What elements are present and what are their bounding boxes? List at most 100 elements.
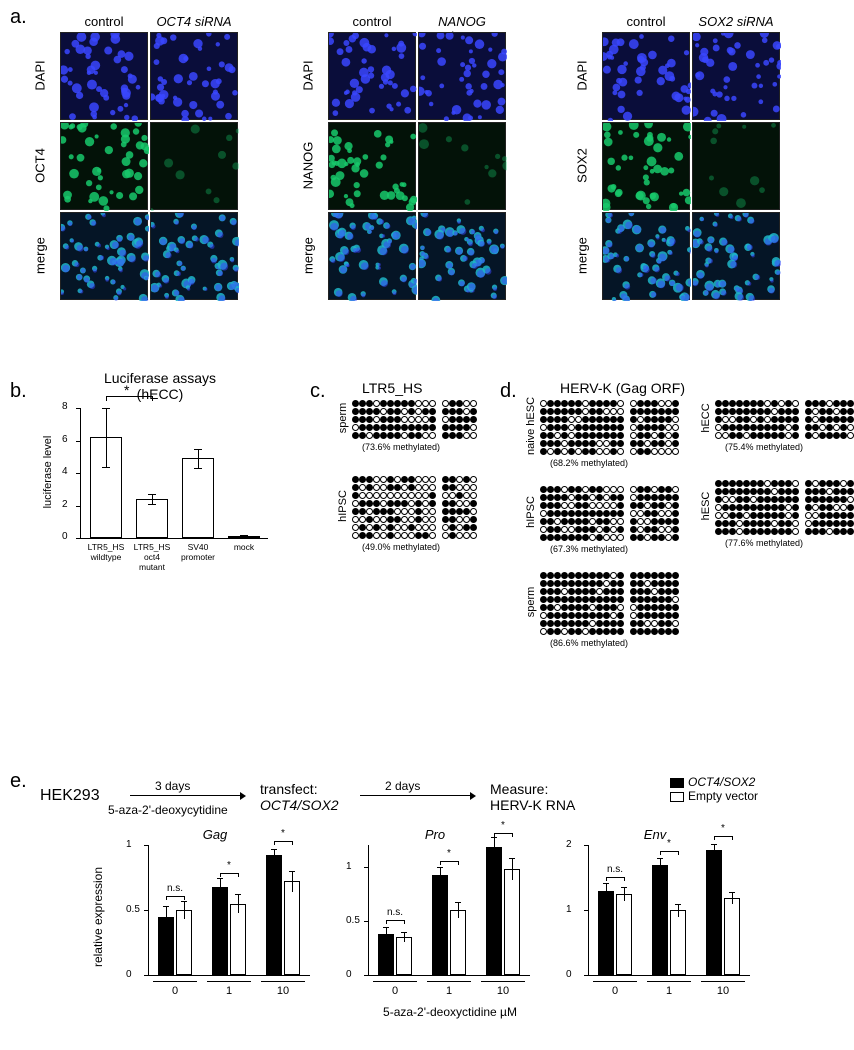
cpg-site (582, 400, 589, 407)
cpg-site (658, 518, 665, 525)
cpg-site (812, 480, 819, 487)
cpg-site (651, 628, 658, 635)
cpg-site (463, 532, 470, 539)
cpg-site (603, 486, 610, 493)
cpg-site (617, 628, 624, 635)
cpg-site (561, 580, 568, 587)
cpg-site (596, 604, 603, 611)
cpg-site (637, 432, 644, 439)
cpg-site (456, 432, 463, 439)
cpg-site (463, 484, 470, 491)
cpg-site (582, 526, 589, 533)
cpg-site (840, 408, 847, 415)
cpg-site (554, 518, 561, 525)
cpg-site (401, 508, 408, 515)
cpg-site (603, 526, 610, 533)
cpg-site (630, 440, 637, 447)
cpg-site (637, 400, 644, 407)
cpg-site (672, 432, 679, 439)
cpg-site (408, 416, 415, 423)
cpg-site (561, 628, 568, 635)
cpg-site (610, 604, 617, 611)
cpg-site (637, 494, 644, 501)
microscopy-image (418, 212, 506, 300)
cpg-site (658, 604, 665, 611)
cpg-site (840, 424, 847, 431)
cpg-site (736, 496, 743, 503)
cpg-site (672, 502, 679, 509)
bar-label: LTR5_HS oct4 mutant (130, 542, 174, 572)
cpg-site (366, 432, 373, 439)
cpg-site (812, 520, 819, 527)
cpg-site (352, 408, 359, 415)
cpg-site (729, 528, 736, 535)
cpg-site (470, 508, 477, 515)
cpg-site (366, 508, 373, 515)
cpg-site (373, 516, 380, 523)
cpg-site (582, 408, 589, 415)
cpg-site (561, 534, 568, 541)
cpg-site (651, 486, 658, 493)
cpg-site (456, 524, 463, 531)
cpg-site (359, 432, 366, 439)
col-header-sirna: SOX2 siRNA (692, 14, 780, 29)
cpg-site (736, 488, 743, 495)
cpg-site (665, 604, 672, 611)
cpg-site (840, 504, 847, 511)
cpg-site (610, 518, 617, 525)
cpg-site (456, 408, 463, 415)
bar-label: LTR5_HS wildtype (84, 542, 128, 562)
cpg-site (449, 424, 456, 431)
cpg-site (603, 408, 610, 415)
cpg-site (456, 484, 463, 491)
cpg-site (442, 408, 449, 415)
cpg-site (644, 572, 651, 579)
cpg-site (658, 408, 665, 415)
cpg-site (554, 432, 561, 439)
cpg-site (637, 518, 644, 525)
cpg-site (812, 512, 819, 519)
cpg-site (429, 484, 436, 491)
cpg-site (352, 400, 359, 407)
cpg-site (715, 408, 722, 415)
cpg-site (771, 512, 778, 519)
cpg-site (603, 518, 610, 525)
cpg-site (757, 520, 764, 527)
cpg-site (651, 612, 658, 619)
cpg-site (547, 572, 554, 579)
cpg-site (785, 416, 792, 423)
cpg-site (582, 596, 589, 603)
cpg-site (736, 512, 743, 519)
cpg-site (792, 528, 799, 535)
cpg-site (665, 526, 672, 533)
cpg-site (651, 604, 658, 611)
cpg-site (463, 400, 470, 407)
cpg-site (792, 504, 799, 511)
cpg-site (463, 500, 470, 507)
cpg-site (840, 400, 847, 407)
cpg-site (554, 620, 561, 627)
cpg-site (785, 512, 792, 519)
cpg-site (651, 580, 658, 587)
cpg-site (617, 518, 624, 525)
cpg-site (401, 484, 408, 491)
cpg-site (442, 476, 449, 483)
cpg-site (415, 416, 422, 423)
cpg-site (840, 432, 847, 439)
cpg-site (637, 510, 644, 517)
cpg-site (658, 628, 665, 635)
cpg-site (785, 520, 792, 527)
cpg-site (470, 424, 477, 431)
cpg-site (750, 400, 757, 407)
cpg-site (589, 518, 596, 525)
cpg-site (415, 484, 422, 491)
bar-label: mock (222, 542, 266, 552)
cpg-site (582, 620, 589, 627)
cpg-site (603, 440, 610, 447)
cpg-site (610, 572, 617, 579)
cpg-site (651, 526, 658, 533)
cpg-site (658, 448, 665, 455)
cpg-site (561, 408, 568, 415)
cpg-site (637, 612, 644, 619)
cpg-site (672, 526, 679, 533)
